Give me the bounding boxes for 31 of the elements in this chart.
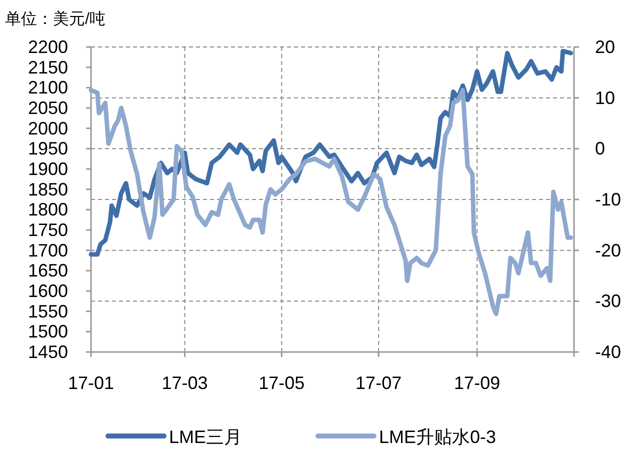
x-tick-label: 17-03 [162, 373, 208, 393]
y-tick-label: 2050 [28, 98, 68, 118]
y2-tick-label: -20 [595, 240, 622, 260]
y-tick-label: 1950 [28, 138, 68, 159]
x-tick-label: 17-01 [68, 373, 114, 393]
y-tick-label: 1800 [28, 200, 68, 220]
y2-tick-label: -40 [595, 342, 622, 362]
legend-label: LME升贴水0-3 [379, 427, 496, 447]
y-tick-label: 1500 [28, 322, 68, 342]
y-tick-label: 2000 [28, 118, 68, 138]
y2-tick-label: -10 [595, 190, 622, 210]
legend-label: LME三月 [169, 427, 242, 447]
y-tick-label: 2200 [28, 37, 68, 57]
y-tick-label: 1650 [28, 260, 68, 281]
y-tick-label: 1550 [28, 301, 68, 322]
y-tick-label: 1700 [28, 240, 68, 260]
y-tick-label: 2150 [28, 57, 68, 78]
y2-tick-label: 20 [595, 37, 616, 57]
x-tick-label: 17-09 [454, 373, 500, 393]
y-axis-title: 单位：美元/吨 [5, 10, 106, 28]
y2-tick-label: 10 [595, 88, 616, 108]
y-tick-label: 2100 [28, 78, 68, 98]
y-tick-label: 1600 [28, 281, 68, 301]
y2-tick-label: 0 [595, 138, 606, 159]
y-tick-label: 1450 [28, 342, 68, 362]
y-tick-label: 1900 [28, 159, 68, 179]
x-tick-label: 17-05 [258, 373, 305, 393]
y2-tick-label: -30 [595, 291, 622, 312]
x-tick-label: 17-07 [356, 373, 402, 393]
y-tick-label: 1750 [28, 220, 68, 240]
y-tick-label: 1850 [28, 179, 68, 200]
